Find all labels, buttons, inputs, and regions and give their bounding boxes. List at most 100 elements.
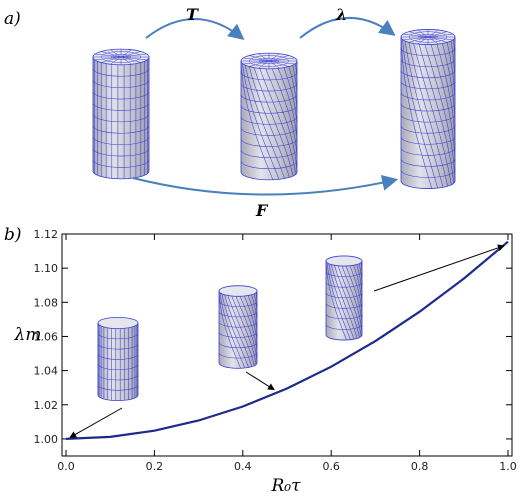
inset-cylinder-undeformed-icon <box>97 316 139 401</box>
top-ring <box>110 54 132 60</box>
top-spoke <box>110 56 122 65</box>
mesh-ring <box>400 114 456 123</box>
mesh-ring <box>92 125 150 134</box>
x-tick-label: 0.0 <box>57 460 75 473</box>
top-ring <box>418 34 438 40</box>
mesh-ring <box>92 136 150 145</box>
mesh-ring <box>92 159 150 168</box>
mesh-ring <box>92 102 150 111</box>
top-spoke <box>258 60 270 69</box>
mesh-ring <box>240 127 298 136</box>
x-tick-label: 0.8 <box>411 460 429 473</box>
mesh-line <box>402 39 438 189</box>
top-spoke <box>101 56 122 63</box>
top-spoke <box>403 33 429 38</box>
mesh-line <box>326 262 351 340</box>
mesh-line <box>277 68 298 145</box>
y-tick-label: 1.04 <box>34 365 59 378</box>
top-ring <box>258 58 280 64</box>
panel-b-label: b) <box>4 225 22 245</box>
mesh-ring <box>97 343 139 350</box>
mesh-ring <box>400 136 456 145</box>
y-tick-label: 1.00 <box>34 433 59 446</box>
mesh-line <box>337 265 362 337</box>
cylinder-body <box>92 56 150 180</box>
mesh-ring <box>240 94 298 103</box>
mesh-line <box>218 291 241 369</box>
top-spoke <box>268 60 289 67</box>
top-spoke <box>408 36 429 43</box>
top-spoke <box>249 60 270 67</box>
mesh-ring <box>400 158 456 167</box>
cylinder-top <box>218 285 258 297</box>
top-spoke <box>427 36 439 45</box>
mesh-ring <box>240 105 298 114</box>
mesh-ring <box>97 333 139 340</box>
mesh-ring <box>218 321 258 328</box>
mesh-line <box>295 63 298 85</box>
mesh-ring <box>325 313 363 320</box>
top-ring <box>101 51 141 63</box>
transform-arrow-f <box>132 174 399 196</box>
mesh-ring <box>325 292 363 299</box>
mesh-line <box>334 265 360 338</box>
mesh-line <box>418 44 454 184</box>
mesh-line <box>242 63 280 180</box>
mesh-ring <box>400 92 456 101</box>
y-tick-label: 1.10 <box>34 262 59 275</box>
mesh-line <box>235 296 258 364</box>
plot-frame <box>61 233 513 457</box>
top-spoke <box>249 55 270 62</box>
mesh-line <box>245 65 285 179</box>
plot-area: 0.0 0.2 0.4 0.6 0.8 1.0 1.00 1.02 1.04 1.06 1.08 1… <box>34 228 517 473</box>
top-spoke <box>120 56 132 65</box>
top-spoke <box>403 36 429 41</box>
mesh-line <box>353 265 363 308</box>
mesh-line <box>221 293 249 368</box>
cylinder-undeformed-icon <box>92 48 150 180</box>
mesh-line <box>331 264 358 339</box>
mesh-line <box>219 292 246 369</box>
mesh-line <box>358 263 363 286</box>
mesh-ring <box>240 138 298 147</box>
mesh-line <box>413 43 452 185</box>
mesh-ring <box>97 374 139 381</box>
mesh-line <box>227 295 255 366</box>
mesh-ring <box>218 311 258 318</box>
mesh-ring <box>92 91 150 100</box>
mesh-line <box>408 42 448 187</box>
top-spoke <box>427 36 448 43</box>
mesh-line <box>224 294 253 367</box>
y-tick-label: 1.02 <box>34 399 59 412</box>
mesh-line <box>240 61 274 180</box>
mesh-ring <box>218 301 258 307</box>
cylinder-body <box>240 60 298 181</box>
inset-cylinder-twisted-icon <box>218 285 258 369</box>
cylinder-twisted-stretched-icon <box>400 29 456 189</box>
inset-arrow <box>69 407 123 438</box>
x-tick-label: 1.0 <box>499 460 517 473</box>
top-spoke <box>120 53 147 58</box>
mesh-ring <box>325 282 363 288</box>
mesh-line <box>244 295 258 346</box>
mesh-line <box>341 265 363 336</box>
x-tick-label: 0.2 <box>146 460 164 473</box>
top-spoke <box>120 51 141 58</box>
mesh-ring <box>92 113 150 123</box>
op-lambda-label: λ <box>335 5 347 24</box>
top-spoke <box>417 29 429 38</box>
mesh-line <box>253 67 294 177</box>
mesh-line <box>436 44 456 146</box>
mesh-line <box>253 293 258 316</box>
y-tick-label: 1.06 <box>34 330 59 343</box>
mesh-line <box>265 68 298 173</box>
mesh-ring <box>97 364 139 370</box>
mesh-line <box>453 39 456 68</box>
top-spoke <box>268 60 295 65</box>
mesh-ring <box>218 352 258 359</box>
y-tick-label: 1.12 <box>34 228 59 241</box>
top-spoke <box>95 53 122 58</box>
top-spoke <box>268 55 289 62</box>
inset-cylinder-twisted-stretched-icon <box>325 255 363 341</box>
mesh-ring <box>400 59 456 67</box>
